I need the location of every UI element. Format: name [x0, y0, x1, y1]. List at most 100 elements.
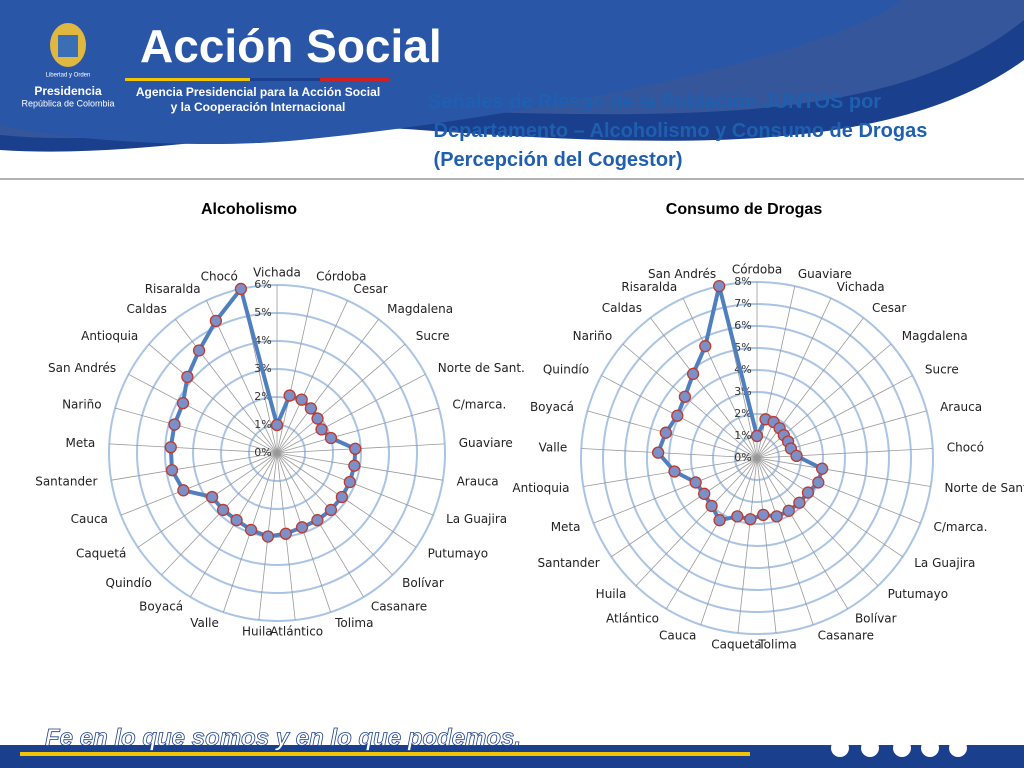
category-label: Santander [538, 556, 600, 570]
data-marker [731, 510, 744, 523]
data-marker [686, 367, 700, 381]
brand-stripe-yellow [125, 78, 250, 81]
category-label: C/marca. [452, 397, 506, 411]
data-marker [757, 508, 770, 522]
data-marker [216, 503, 230, 517]
data-marker [744, 513, 757, 526]
category-label: Atlántico [270, 624, 323, 638]
axis-spoke [175, 319, 278, 454]
coat-of-arms [50, 23, 86, 67]
axis-spoke [148, 343, 278, 454]
data-marker [782, 504, 795, 517]
axis-spoke [622, 343, 758, 459]
data-marker [671, 409, 684, 422]
radial-tick-label: 0% [254, 446, 271, 459]
category-label: Tolima [334, 616, 373, 630]
data-marker [164, 441, 177, 454]
axis-spoke [756, 298, 832, 459]
category-label: Bolívar [855, 612, 897, 626]
data-marker [209, 314, 223, 328]
category-label: Córdoba [732, 263, 782, 277]
axis-spoke [756, 457, 777, 634]
axis-spoke [635, 457, 758, 587]
header-swoosh [0, 0, 900, 145]
data-marker [705, 499, 718, 513]
axis-spoke [756, 457, 879, 587]
category-label: Valle [190, 616, 219, 630]
category-label: Norte de Sant. [944, 481, 1024, 495]
data-marker [279, 527, 292, 540]
data-marker [311, 412, 324, 425]
data-marker [270, 418, 284, 432]
radial-tick-label: 7% [734, 297, 751, 310]
data-marker [192, 344, 206, 357]
axis-spoke [111, 452, 278, 481]
data-marker [801, 486, 815, 499]
category-label: Antioquia [81, 329, 138, 343]
data-marker [349, 442, 362, 455]
category-label: Guaviare [798, 267, 852, 281]
radial-tick-label: 6% [734, 319, 751, 332]
category-label: Boyacá [530, 400, 574, 414]
brand-stripe-red [320, 78, 390, 81]
axis-spoke [737, 457, 758, 634]
axis-spoke [120, 452, 278, 516]
category-label: Risaralda [621, 280, 677, 294]
category-label: La Guajira [446, 512, 507, 526]
category-label: Bolívar [402, 576, 444, 590]
presidencia: Presidencia [34, 84, 102, 98]
data-marker [790, 449, 803, 463]
data-marker [234, 282, 248, 296]
category-label: San Andrés [648, 267, 716, 281]
axis-spoke [756, 457, 849, 610]
data-marker [713, 279, 726, 293]
data-marker [311, 514, 324, 527]
category-label: Cauca [659, 629, 696, 643]
category-label: Casanare [818, 629, 874, 643]
agency-line2: y la Cooperación Internacional [171, 100, 346, 114]
category-label: Arauca [940, 400, 982, 414]
category-label: Meta [551, 520, 581, 534]
category-label: Caquetá [76, 547, 126, 561]
axis-spoke [756, 457, 921, 524]
data-marker [205, 490, 219, 504]
data-marker [295, 393, 308, 406]
category-label: Magdalena [902, 329, 968, 343]
axis-spoke [682, 298, 758, 459]
category-label: Sucre [416, 329, 450, 343]
category-label: Vichada [253, 266, 301, 280]
chart-title: Consumo de Drogas [666, 201, 823, 218]
category-label: Boyacá [139, 600, 183, 614]
slide-title: Señales de Riesgo de la Población JUNTOS… [428, 91, 927, 171]
data-marker [261, 530, 275, 543]
axis-spoke [581, 448, 758, 459]
footer-band [0, 745, 1024, 768]
data-marker [793, 496, 806, 509]
category-label: Norte de Sant. [438, 361, 525, 375]
data-marker [348, 459, 361, 472]
category-label: La Guajira [914, 556, 975, 570]
axis-spoke [128, 373, 278, 454]
category-label: Meta [65, 436, 95, 450]
data-marker [283, 389, 296, 402]
chart-title: Alcoholismo [201, 201, 297, 218]
data-marker [324, 503, 338, 517]
category-label: Huila [242, 624, 273, 638]
data-marker [815, 462, 829, 475]
axis-spoke [109, 443, 278, 454]
category-label: Cesar [872, 301, 906, 315]
data-marker [315, 423, 328, 436]
radial-tick-label: 2% [734, 407, 751, 420]
radial-tick-label: 1% [734, 429, 751, 442]
category-label: Valle [539, 440, 568, 454]
category-label: Sucre [925, 362, 959, 376]
category-label: Nariño [573, 329, 613, 343]
category-label: Quindío [106, 576, 152, 590]
data-marker [699, 340, 712, 353]
data-marker [713, 514, 726, 527]
axis-spoke [665, 457, 758, 610]
data-marker [678, 390, 692, 403]
axis-spoke [611, 457, 758, 558]
data-marker [295, 521, 309, 534]
radial-tick-label: 5% [254, 306, 271, 319]
